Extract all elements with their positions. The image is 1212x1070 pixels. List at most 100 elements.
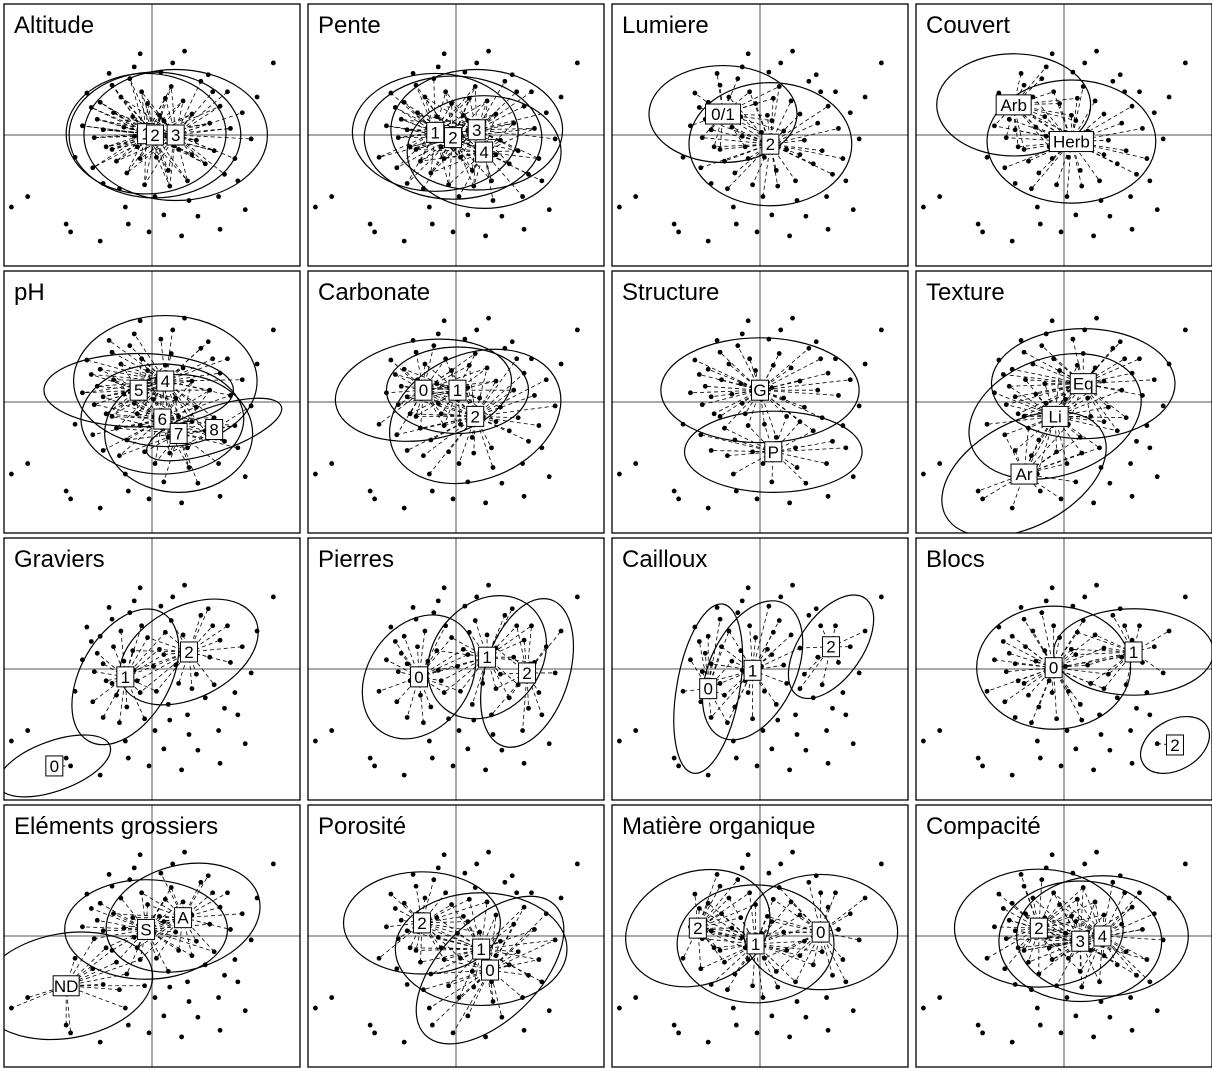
ellipse-1	[1053, 608, 1212, 696]
ellipse-2	[688, 81, 853, 207]
star-ray	[111, 416, 179, 434]
data-point	[1002, 699, 1008, 705]
ellipse-0	[976, 605, 1132, 730]
panel-frame	[307, 3, 605, 267]
data-point	[617, 204, 622, 210]
star-ray	[421, 922, 458, 934]
star-ray	[421, 922, 442, 949]
star-ray	[475, 416, 539, 426]
data-point	[410, 872, 416, 877]
star-ray	[175, 112, 243, 136]
star-ray	[1009, 383, 1084, 387]
data-point	[788, 98, 794, 104]
star-ray	[145, 133, 179, 150]
data-point	[1117, 72, 1123, 78]
star-ray	[418, 676, 432, 708]
star-ray	[483, 151, 510, 165]
star-ray	[1015, 930, 1081, 942]
data-point	[1137, 356, 1142, 362]
data-point	[1064, 995, 1070, 1000]
star-ray	[770, 143, 801, 156]
data-point	[733, 488, 739, 494]
star-ray	[420, 129, 477, 162]
data-point	[730, 1005, 736, 1011]
data-point	[103, 144, 109, 150]
star-ray	[424, 96, 436, 133]
data-point	[790, 315, 795, 321]
panel-frame	[611, 270, 909, 534]
data-point	[733, 221, 739, 227]
data-point	[1147, 445, 1153, 451]
data-point	[980, 1030, 985, 1036]
panel-frame	[3, 804, 301, 1068]
data-point	[1154, 474, 1160, 480]
star-ray	[421, 892, 446, 924]
star-ray	[773, 447, 846, 453]
data-point	[106, 338, 112, 343]
star-ray	[113, 379, 139, 391]
ellipse-1	[71, 608, 180, 746]
data-point	[818, 89, 824, 95]
star-ray	[1044, 383, 1056, 417]
data-point	[404, 982, 410, 987]
star-ray	[697, 903, 709, 929]
data-point	[1058, 1030, 1064, 1036]
data-point	[109, 349, 115, 355]
star-ray	[406, 416, 476, 451]
star-ray	[178, 433, 190, 468]
data-point	[499, 213, 505, 219]
data-point	[825, 103, 831, 109]
ellipse-nd	[4, 931, 154, 1041]
data-point	[617, 1005, 622, 1011]
data-point	[167, 717, 173, 723]
star-ray	[416, 149, 485, 153]
data-point	[176, 681, 182, 686]
data-point	[388, 624, 394, 630]
group-label-box	[995, 94, 1032, 116]
star-ray	[731, 389, 761, 395]
panel-frame	[611, 3, 909, 267]
data-point	[483, 767, 488, 773]
star-ray	[759, 379, 851, 391]
group-label-1: 1	[748, 661, 757, 680]
data-point	[502, 879, 508, 885]
data-point	[696, 639, 702, 644]
panel-couvert: Arb Herb Couvert	[915, 3, 1212, 267]
panel-frame	[3, 3, 301, 267]
data-point	[222, 705, 227, 711]
star-ray	[467, 387, 476, 417]
group-label-0: 0	[50, 757, 59, 776]
panel-pierres: 0 1 2 Pierres	[307, 537, 605, 801]
data-point	[775, 717, 781, 723]
data-point	[725, 987, 730, 993]
data-point	[465, 746, 471, 752]
star-ray	[759, 372, 829, 391]
data-point	[856, 136, 862, 142]
data-point	[68, 229, 73, 235]
group-label-box	[481, 959, 500, 981]
group-label-2: 2	[471, 407, 480, 426]
star-ray	[132, 650, 190, 653]
data-point	[717, 681, 723, 686]
star-ray	[1018, 940, 1081, 949]
data-point	[180, 98, 186, 104]
data-point	[1018, 872, 1024, 877]
star-ray	[182, 917, 197, 942]
panel-title: Lumiere	[622, 12, 709, 39]
star-ray	[423, 969, 491, 991]
data-point	[232, 690, 238, 695]
group-label-2: 2	[184, 643, 193, 662]
star-ray	[175, 134, 236, 159]
data-point	[168, 885, 174, 890]
ellipse-0	[361, 614, 477, 740]
data-point	[773, 701, 779, 707]
star-ray	[1082, 383, 1092, 417]
star-ray	[713, 113, 724, 147]
star-ray	[170, 887, 184, 918]
star-ray	[417, 112, 436, 133]
data-point	[760, 728, 766, 733]
star-ray	[457, 367, 488, 391]
data-point	[270, 60, 276, 66]
group-label-box	[52, 975, 80, 997]
data-point	[696, 372, 702, 377]
